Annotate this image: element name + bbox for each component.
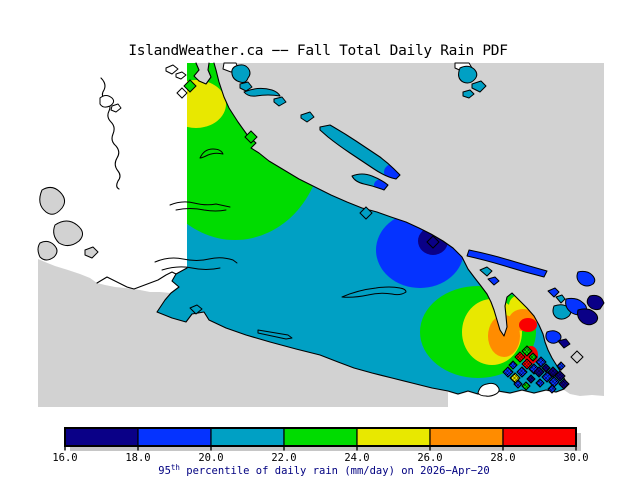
legend-caption: 95th percentile of daily rain (mm/day) o… — [158, 463, 489, 477]
colorbar-segment — [137, 427, 212, 447]
gray-island — [84, 246, 99, 259]
colorbar-segment — [429, 427, 504, 447]
station-diamond-marker — [570, 350, 584, 364]
offshore-island — [189, 304, 203, 315]
lake-outline — [199, 148, 224, 159]
station-diamond-hatch — [509, 361, 517, 369]
gulf-islands — [466, 249, 605, 349]
small-island — [300, 111, 315, 123]
station-diamond-marker — [359, 206, 373, 220]
station-diamond-hatch — [542, 364, 550, 372]
legend-tick-label: 20.0 — [198, 452, 223, 464]
station-diamond-hatch — [548, 385, 556, 393]
station-diamond-hatch — [527, 375, 535, 383]
legend-tick-label: 22.0 — [271, 452, 296, 464]
colorbar-tick-labels: 16.0 18.0 20.0 22.0 24.0 26.0 28.0 30.0 — [52, 452, 588, 464]
colorbar-border — [64, 427, 577, 447]
station-diamond-hatch — [536, 357, 546, 367]
long-gulf-island — [466, 249, 548, 278]
crescent-island — [243, 87, 281, 97]
station-markers — [176, 79, 584, 394]
gulf-islet — [479, 266, 493, 277]
lakes-and-inlets — [154, 148, 407, 340]
cowichan-lake-outline — [341, 286, 407, 298]
small-island — [273, 96, 287, 107]
gulf-island — [576, 270, 596, 287]
colorbar-segment — [283, 427, 358, 447]
gulf-islet — [547, 287, 560, 298]
figure-title: IslandWeather.ca −− Fall Total Daily Rai… — [128, 43, 507, 59]
north-tip-notch-coastline — [193, 62, 212, 85]
station-diamond-hatch — [555, 371, 565, 381]
station-diamond-hatch — [542, 372, 552, 382]
caption-rest: percentile of daily rain (mm/day) on 202… — [180, 465, 490, 477]
station-diamond-hatch — [517, 367, 527, 377]
station-diamond-hatch — [549, 377, 559, 387]
station-diamond-hatch — [522, 359, 532, 369]
station-diamond-hatch — [557, 362, 565, 370]
gray-island — [37, 240, 58, 261]
band-red-spot — [519, 318, 537, 332]
island-coastline — [156, 62, 567, 395]
station-diamond-hatch — [548, 367, 558, 377]
texada-blue-tip — [384, 163, 400, 179]
station-diamond-hatch — [522, 382, 530, 390]
gulf-islet — [557, 338, 571, 349]
legend-tick-label: 28.0 — [490, 452, 515, 464]
inlet-outline — [154, 257, 238, 271]
colorbar-segments — [64, 427, 577, 447]
station-diamond-hatch — [536, 379, 544, 387]
nitinat-lake-outline — [257, 329, 293, 340]
small-island-outline — [110, 103, 122, 113]
legend-colorbar: 16.0 18.0 20.0 22.0 24.0 26.0 28.0 30.0 95th pe… — [52, 427, 589, 477]
gulf-island — [586, 294, 605, 311]
small-island — [471, 80, 487, 93]
colorbar-tick-marks — [64, 446, 577, 451]
tofino-lobe-coastline — [96, 271, 177, 290]
small-island — [462, 89, 475, 99]
caption-superscript: th — [171, 463, 180, 472]
small-island-outline — [99, 95, 115, 108]
station-diamond-marker — [183, 79, 197, 93]
gulf-islet — [555, 294, 566, 304]
main-coastline — [156, 62, 567, 395]
gray-island — [53, 220, 83, 247]
station-diamond-marker — [176, 87, 188, 99]
colorbar-segment — [502, 427, 577, 447]
station-diamond-marker — [426, 235, 440, 249]
caption-number: 95 — [158, 465, 171, 477]
legend-tick-label: 18.0 — [125, 452, 150, 464]
small-island-outline — [165, 64, 179, 75]
small-island — [231, 64, 251, 83]
station-diamond-hatch — [514, 380, 522, 388]
station-diamond-hatch — [522, 346, 532, 356]
station-diamond-hatch — [534, 367, 544, 377]
north-strait-islands — [189, 62, 487, 315]
station-diamond-marker — [244, 130, 258, 144]
colorbar-segment — [210, 427, 285, 447]
station-diamond-hatch — [503, 367, 513, 377]
legend-tick-label: 24.0 — [344, 452, 369, 464]
station-diamond-hatch — [515, 352, 525, 362]
station-diamond-hatch — [529, 353, 537, 361]
nodata-coast-details — [37, 64, 187, 290]
lake-outline — [169, 201, 231, 212]
legend-tick-label: 26.0 — [417, 452, 442, 464]
gulf-islet — [487, 276, 500, 286]
gulf-island — [552, 304, 572, 320]
gulf-island — [577, 308, 599, 326]
sooke-nodata-blob — [477, 382, 500, 397]
small-island-outline — [175, 71, 187, 80]
station-diamond-hatch — [559, 379, 569, 389]
colorbar-segment — [64, 427, 139, 447]
legend-tick-label: 16.0 — [52, 452, 77, 464]
colorbar-segment — [356, 427, 431, 447]
legend-tick-label: 30.0 — [563, 452, 588, 464]
small-island — [239, 81, 253, 92]
small-island — [458, 65, 478, 84]
gray-island — [39, 186, 66, 215]
